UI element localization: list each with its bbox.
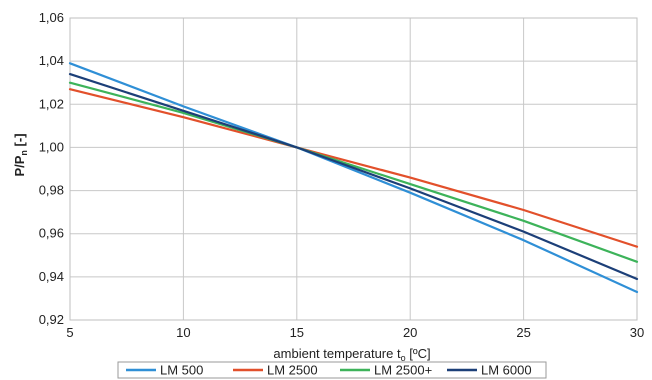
legend-label: LM 6000 <box>481 363 532 378</box>
y-axis-label-main: P/P <box>12 155 27 176</box>
x-tick-label: 30 <box>630 325 644 340</box>
x-axis-label: ambient temperature to [ºC] <box>273 346 430 363</box>
legend-label: LM 500 <box>160 363 203 378</box>
x-tick-labels: 5 10 15 20 25 30 <box>66 325 644 340</box>
series-line-2 <box>68 88 639 248</box>
legend-label: LM 2500 <box>267 363 318 378</box>
series-lines <box>68 62 639 294</box>
y-tick-labels: 0,92 0,94 0,96 0,98 1,00 1,02 1,04 1,06 <box>39 10 64 327</box>
y-axis-label-unit: [-] <box>12 133 27 150</box>
x-tick-label: 25 <box>516 325 530 340</box>
x-tick-label: 20 <box>403 325 417 340</box>
x-axis-label-sub: o <box>401 353 406 363</box>
plot-area-frame <box>69 17 638 321</box>
series-line-3 <box>68 81 639 263</box>
y-axis-label-sub: n <box>19 150 29 156</box>
y-tick-label: 1,06 <box>39 10 64 25</box>
y-tick-label: 1,00 <box>39 139 64 154</box>
x-tick-label: 15 <box>290 325 304 340</box>
y-tick-label: 0,92 <box>39 312 64 327</box>
legend-label: LM 2500+ <box>374 363 432 378</box>
y-tick-label: 1,04 <box>39 53 64 68</box>
y-tick-label: 0,96 <box>39 226 64 241</box>
series-line-4 <box>68 72 639 281</box>
x-tick-label: 10 <box>176 325 190 340</box>
legend-box <box>117 361 547 379</box>
x-axis-label-unit: [ºC] <box>406 346 431 361</box>
x-axis-label-main: ambient temperature t <box>273 346 401 361</box>
y-tick-label: 0,98 <box>39 183 64 198</box>
legend: LM 500 LM 2500 LM 2500+ LM 6000 <box>117 361 547 379</box>
y-tick-label: 0,94 <box>39 269 64 284</box>
y-tick-label: 1,02 <box>39 96 64 111</box>
y-axis-label: P/Pn [-] <box>12 133 29 176</box>
series-line-1 <box>68 62 639 294</box>
x-tick-label: 5 <box>66 325 73 340</box>
